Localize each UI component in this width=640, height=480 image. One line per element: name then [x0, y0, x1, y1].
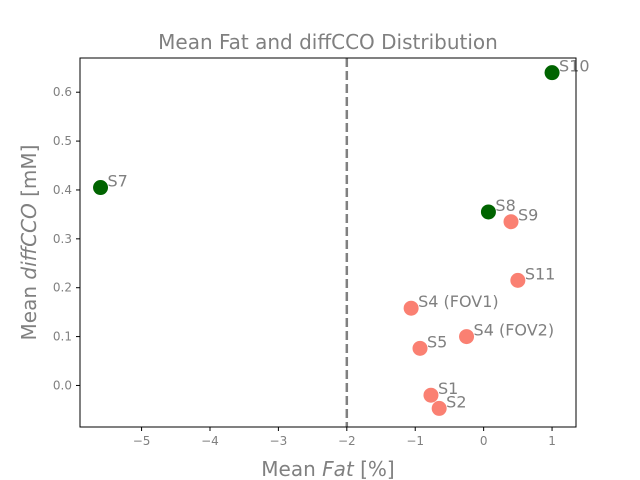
data-point: [510, 272, 526, 288]
x-tick-label: −4: [201, 434, 219, 448]
x-tick-label: 0: [480, 434, 488, 448]
point-label: S7: [108, 172, 128, 191]
plot-frame: [79, 57, 577, 428]
data-point: [480, 204, 496, 220]
x-tick-label: −5: [133, 434, 151, 448]
data-point: [412, 340, 428, 356]
data-point: [403, 300, 419, 316]
point-label: S11: [525, 264, 556, 283]
y-axis-label: Mean diffCCO [mM]: [17, 145, 41, 341]
x-axis-label-prefix: Mean: [261, 457, 322, 480]
point-label: S1: [438, 379, 458, 398]
chart-title: Mean Fat and diffCCO Distribution: [158, 30, 498, 54]
y-axis-label-italic: diffCCO: [17, 203, 41, 279]
y-tick-label: 0.6: [53, 85, 72, 99]
data-point: [431, 400, 447, 416]
y-tick-label: 0.5: [53, 134, 72, 148]
x-axis-label-suffix: [%]: [354, 457, 395, 480]
point-label: S2: [446, 392, 466, 411]
x-axis-label-italic: Fat: [322, 457, 355, 480]
y-axis-label-suffix: [mM]: [17, 145, 41, 204]
point-label: S4 (FOV1): [418, 292, 499, 311]
data-point: [459, 329, 475, 345]
point-label: S4 (FOV2): [474, 321, 555, 340]
y-tick-label: 0.1: [53, 330, 72, 344]
point-label: S10: [559, 57, 590, 76]
x-tick-label: −2: [338, 434, 356, 448]
x-axis-label: Mean Fat [%]: [261, 457, 394, 480]
data-point: [544, 65, 560, 81]
point-label: S9: [518, 206, 538, 225]
data-point: [423, 387, 439, 403]
y-axis-label-prefix: Mean: [17, 280, 41, 341]
y-tick-label: 0.0: [53, 378, 72, 392]
data-point: [503, 214, 519, 230]
point-label: S8: [495, 196, 515, 215]
y-tick-label: 0.3: [53, 232, 72, 246]
data-point: [93, 180, 109, 196]
x-tick-label: −3: [270, 434, 288, 448]
y-tick-label: 0.2: [53, 281, 72, 295]
point-label: S5: [427, 332, 447, 351]
x-tick-label: 1: [548, 434, 556, 448]
y-tick-label: 0.4: [53, 183, 72, 197]
x-tick-label: −1: [406, 434, 424, 448]
